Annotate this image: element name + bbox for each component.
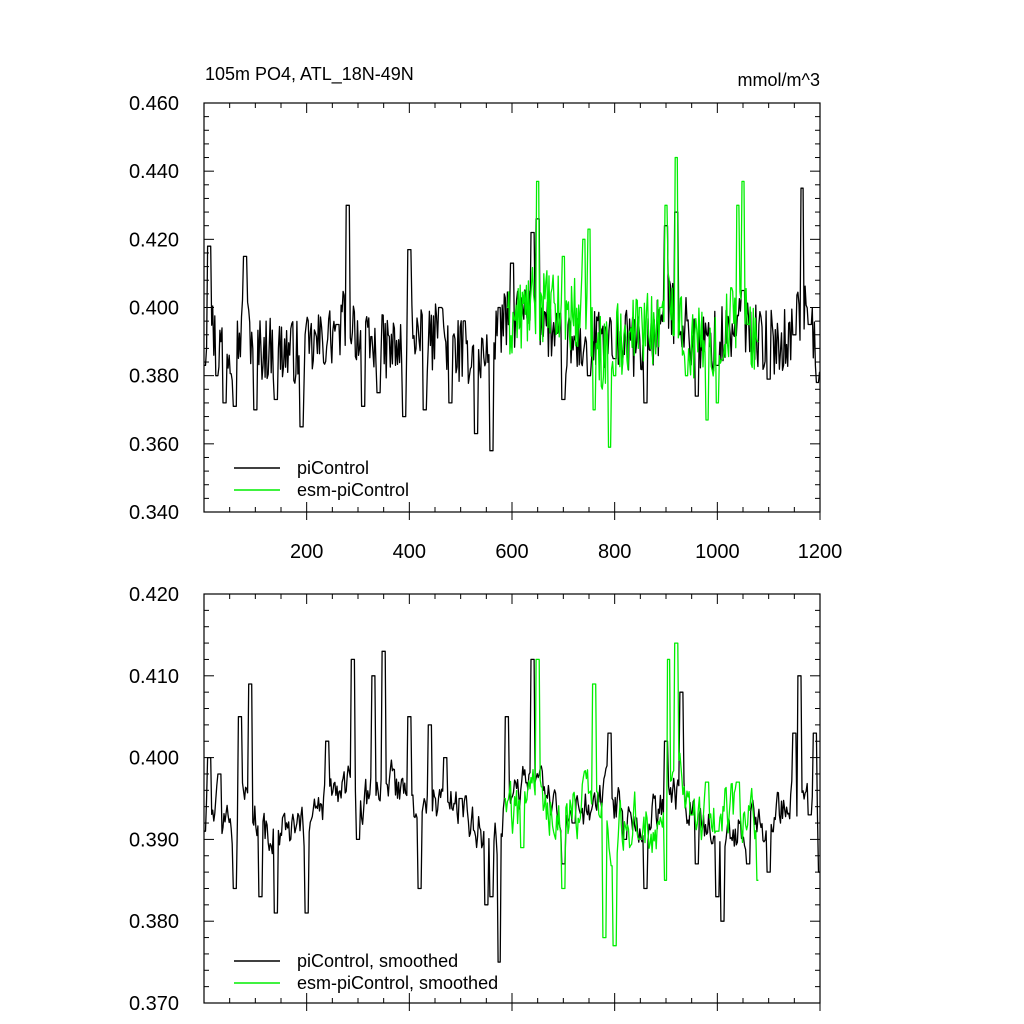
legend-label: esm-piControl	[297, 480, 409, 500]
y-tick-label: 0.400	[129, 298, 179, 320]
x-tick-label: 200	[290, 541, 323, 563]
series-line-picontrol-smoothed	[204, 650, 821, 963]
x-tick-label: 800	[598, 541, 631, 563]
legend-label: esm-piControl, smoothed	[297, 973, 498, 993]
series-line-esm-picontrol-smoothed	[504, 642, 759, 947]
legend-label: piControl	[297, 458, 369, 478]
y-tick-label: 0.420	[129, 229, 179, 251]
plot-panel-top: 200 400 600 800 1000 1200 0.460 0.440 0.420 0.400…	[129, 93, 842, 563]
series-line-esm-picontrol	[506, 156, 759, 448]
x-tick-label: 600	[495, 541, 528, 563]
y-tick-label: 0.390	[129, 829, 179, 851]
plot-frame	[203, 102, 821, 513]
series-line-picontrol	[204, 187, 821, 452]
x-tick-label: 1000	[695, 541, 740, 563]
legend-label: piControl, smoothed	[297, 951, 458, 971]
y-tick-label: 0.380	[129, 366, 179, 388]
chart-units: mmol/m^3	[738, 70, 820, 90]
y-tick-label: 0.400	[129, 748, 179, 770]
y-tick-label: 0.410	[129, 666, 179, 688]
y-tick-label: 0.370	[129, 993, 179, 1015]
plot-panel-bottom: 0.420 0.410 0.400 0.390 0.380 0.370 piControl,…	[129, 584, 821, 1015]
y-tick-label: 0.420	[129, 584, 179, 606]
y-tick-label: 0.340	[129, 502, 179, 524]
x-tick-label: 1200	[798, 541, 843, 563]
chart-title: 105m PO4, ATL_18N-49N	[205, 64, 414, 85]
y-tick-label: 0.360	[129, 434, 179, 456]
x-tick-label: 400	[393, 541, 426, 563]
y-tick-label: 0.380	[129, 911, 179, 933]
y-tick-label: 0.440	[129, 161, 179, 183]
y-tick-label: 0.460	[129, 93, 179, 115]
